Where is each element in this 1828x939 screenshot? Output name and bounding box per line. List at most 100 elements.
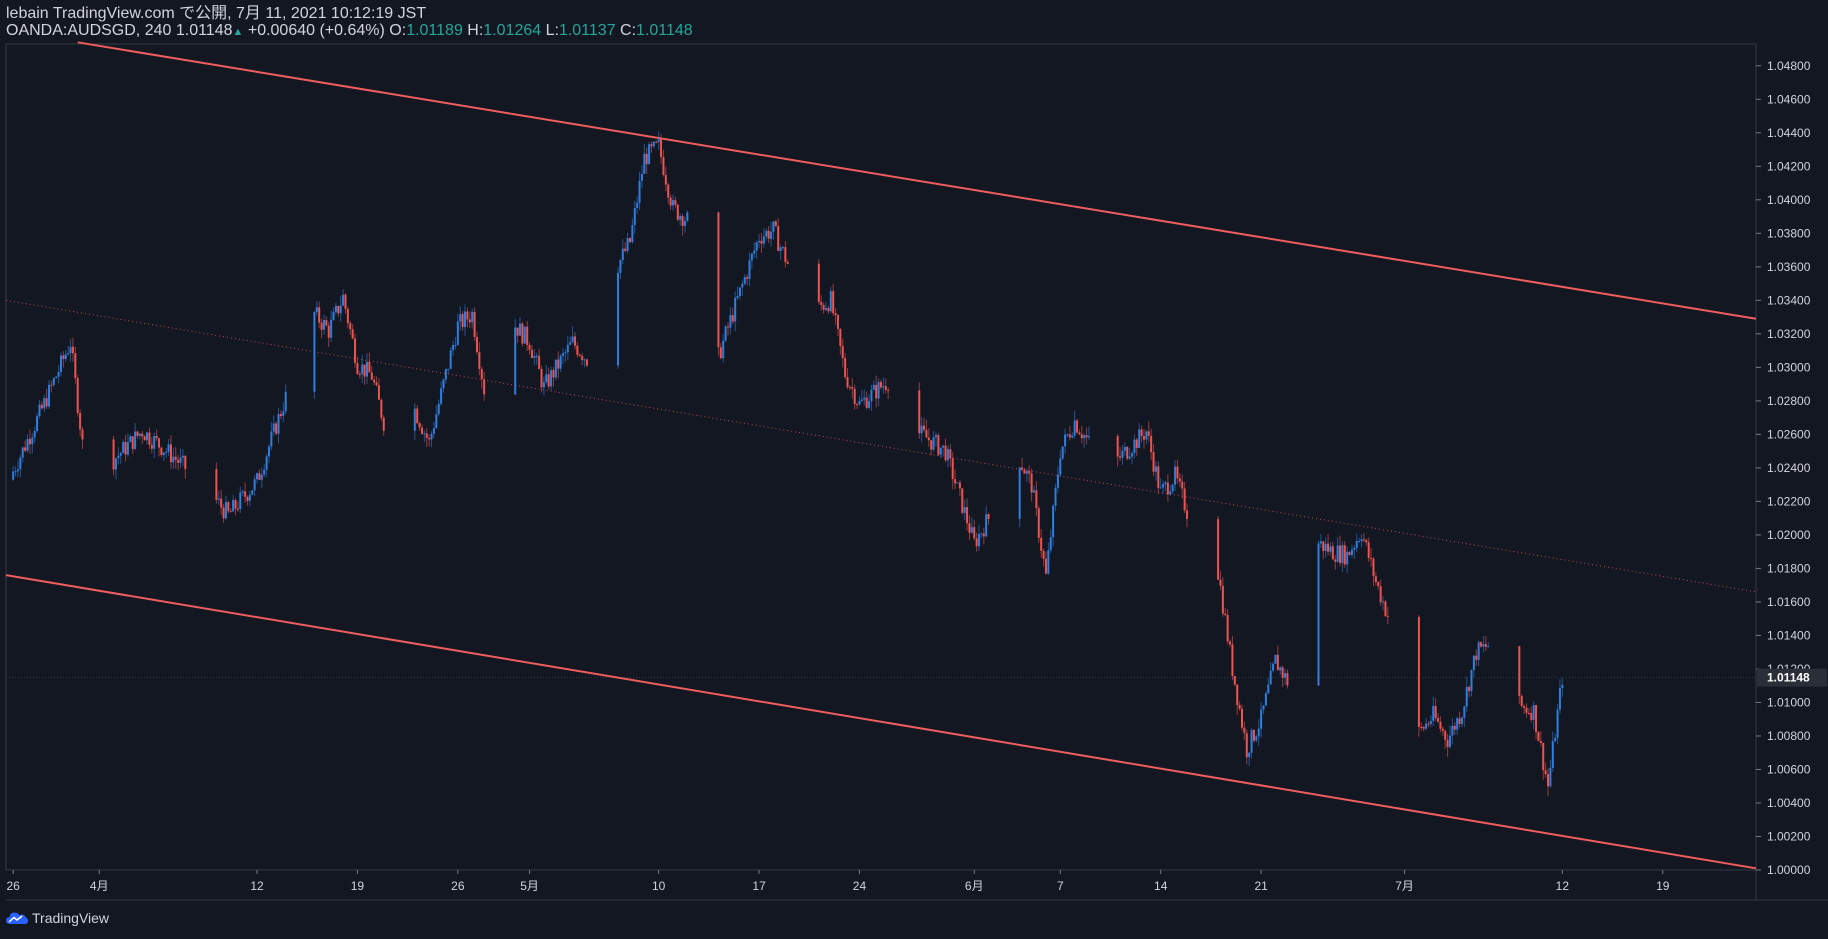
candle bbox=[1446, 733, 1449, 757]
candle bbox=[1042, 548, 1045, 567]
candle-body bbox=[1121, 450, 1124, 458]
candle-body bbox=[741, 283, 744, 288]
footer-brand[interactable]: TradingView bbox=[6, 910, 109, 926]
symbol-name[interactable]: OANDA:AUDSGD, 240 bbox=[6, 22, 172, 39]
candle-body bbox=[748, 260, 751, 279]
candle-body bbox=[734, 297, 737, 322]
candle-body bbox=[648, 144, 651, 165]
candle bbox=[24, 440, 27, 453]
candle-body bbox=[1362, 539, 1365, 541]
candle-body bbox=[956, 482, 959, 484]
candle-body bbox=[356, 362, 359, 374]
candle-body bbox=[1281, 667, 1284, 678]
trendline-layer[interactable] bbox=[5, 41, 1757, 870]
candle bbox=[1219, 570, 1222, 591]
candle bbox=[277, 408, 280, 444]
candle bbox=[640, 165, 643, 189]
candle bbox=[377, 378, 380, 400]
candle-body bbox=[169, 444, 172, 463]
candle bbox=[153, 432, 156, 459]
candle-body bbox=[954, 479, 957, 484]
candle bbox=[1033, 485, 1036, 493]
channel-upper[interactable] bbox=[77, 41, 1757, 320]
candle bbox=[1322, 541, 1325, 560]
candle bbox=[452, 340, 455, 356]
candle bbox=[1360, 534, 1363, 548]
candle-body bbox=[466, 311, 469, 320]
candle bbox=[334, 302, 337, 315]
candle bbox=[480, 366, 483, 389]
candle-body bbox=[1236, 684, 1239, 706]
price-tick-label: 1.04400 bbox=[1767, 126, 1811, 140]
candle bbox=[473, 307, 476, 341]
candle-body bbox=[1324, 543, 1327, 551]
candle-body bbox=[227, 502, 230, 512]
candle-body bbox=[1472, 655, 1475, 671]
candle bbox=[1343, 541, 1346, 568]
candle bbox=[729, 307, 732, 335]
candle bbox=[1028, 465, 1031, 484]
candle bbox=[1274, 654, 1277, 664]
candle bbox=[179, 448, 182, 469]
candle bbox=[514, 319, 517, 396]
candle bbox=[1367, 537, 1370, 562]
candle bbox=[232, 494, 235, 512]
candle-body bbox=[1147, 431, 1150, 436]
candle bbox=[244, 482, 247, 503]
time-axis[interactable]: 26 4月 12 19 26 5月 10 17 24 6月 7 14 21 7月 12 19 bbox=[6, 870, 1670, 893]
candle bbox=[380, 398, 383, 421]
candle bbox=[62, 351, 65, 368]
candle bbox=[122, 439, 125, 454]
candle bbox=[67, 345, 70, 356]
price-axis[interactable]: 1.04800 1.04600 1.04400 1.04200 1.04000 1.038… bbox=[1756, 59, 1811, 877]
candle bbox=[535, 352, 538, 365]
candle bbox=[927, 428, 930, 447]
candle-body bbox=[425, 433, 428, 438]
candle bbox=[327, 321, 330, 347]
candle-body bbox=[330, 319, 333, 338]
channel-lower[interactable] bbox=[5, 574, 1757, 870]
candle-body bbox=[375, 382, 378, 386]
candle bbox=[628, 237, 631, 244]
candle-body bbox=[1484, 644, 1487, 647]
candle-body bbox=[576, 345, 579, 355]
candle bbox=[45, 388, 48, 409]
candle-body bbox=[43, 398, 46, 409]
candle-body bbox=[547, 374, 550, 387]
candle-body bbox=[686, 212, 689, 221]
candle bbox=[875, 375, 878, 408]
candle bbox=[119, 451, 122, 464]
candle-body bbox=[961, 488, 964, 513]
candle-body bbox=[1085, 435, 1088, 438]
candle-body bbox=[423, 433, 426, 435]
candle bbox=[672, 194, 675, 211]
candle-body bbox=[1343, 545, 1346, 565]
candle bbox=[581, 353, 584, 365]
candle-body bbox=[528, 344, 531, 350]
candle-body bbox=[117, 455, 120, 459]
candle-body bbox=[535, 355, 538, 357]
candle-body bbox=[148, 432, 151, 445]
candle-body bbox=[1530, 712, 1533, 720]
candle bbox=[829, 286, 832, 314]
candle bbox=[468, 311, 471, 329]
candle-body bbox=[1176, 466, 1179, 479]
candle-body bbox=[19, 457, 22, 470]
candle bbox=[884, 378, 887, 394]
candle-body bbox=[1556, 709, 1559, 738]
candle-body bbox=[1028, 470, 1031, 474]
candle bbox=[638, 171, 641, 210]
candle-body bbox=[165, 451, 168, 453]
candle bbox=[1142, 429, 1145, 449]
candle-body bbox=[215, 469, 218, 500]
candle-body bbox=[664, 175, 667, 185]
candle bbox=[1035, 481, 1038, 516]
candle-body bbox=[645, 153, 648, 165]
candle bbox=[31, 433, 34, 454]
candle bbox=[1365, 538, 1368, 546]
candle bbox=[1269, 662, 1272, 685]
candle-body bbox=[363, 364, 366, 377]
candle bbox=[442, 378, 445, 393]
candle bbox=[930, 440, 933, 456]
